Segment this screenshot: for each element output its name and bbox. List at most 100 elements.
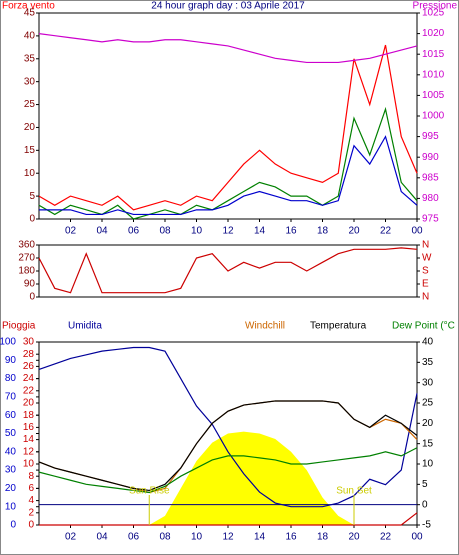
x-tick-label: 04	[96, 226, 108, 237]
annotation: Sun Set	[336, 486, 372, 497]
y2-tick-label: N	[422, 292, 429, 303]
line	[38, 247, 418, 294]
line	[38, 447, 418, 494]
y2-tick-label: 15	[422, 438, 434, 449]
x-tick-label: 20	[348, 532, 360, 543]
y2-tick-label: 10	[422, 459, 434, 470]
y3-tick-label: 18	[23, 410, 35, 421]
legend-entry: Umidita	[68, 321, 102, 332]
x-tick-label: 20	[348, 226, 360, 237]
line	[39, 135, 418, 216]
y2-tick-label: 35	[422, 357, 434, 368]
x-tick-label: 04	[96, 532, 108, 543]
y2-tick-label: 990	[422, 152, 439, 163]
y3-tick-label: 8	[28, 471, 34, 482]
y3-tick-label: 14	[23, 434, 35, 445]
y2-tick-label: W	[422, 253, 432, 264]
y-tick-label: 15	[24, 145, 36, 156]
x-tick-label: 18	[317, 532, 329, 543]
y2-tick-label: 1000	[422, 111, 445, 122]
x-tick-label: 22	[380, 532, 392, 543]
y-tick-label: 0	[29, 292, 35, 303]
y-axis-label: Forza vento	[2, 1, 55, 12]
x-tick-label: 10	[191, 226, 203, 237]
y2-tick-label: 40	[422, 337, 434, 348]
y-tick-label: 90	[24, 279, 36, 290]
line	[38, 44, 418, 211]
x-tick-label: 12	[222, 226, 234, 237]
y3-tick-label: 2	[28, 507, 34, 518]
y-tick-label: 20	[5, 483, 17, 494]
y3-tick-label: 6	[28, 483, 34, 494]
y2-tick-label: 980	[422, 193, 439, 204]
y3-tick-label: 30	[23, 337, 35, 348]
y2-tick-label: S	[422, 266, 429, 277]
legend-entry: Dew Point (°C	[392, 321, 455, 332]
y-tick-label: 40	[5, 446, 17, 457]
line	[38, 33, 418, 64]
x-tick-label: 14	[254, 532, 266, 543]
y3-tick-label: 16	[23, 422, 35, 433]
y2-axis-label: Pressione	[413, 1, 458, 12]
y-tick-label: 30	[5, 465, 17, 476]
y-tick-label: 0	[10, 520, 16, 531]
y-tick-label: 10	[5, 501, 17, 512]
y-tick-label: 50	[5, 428, 17, 439]
chart-title: 24 hour graph day : 03 Aprile 2017	[151, 1, 305, 12]
y-tick-label: 80	[5, 373, 17, 384]
x-tick-label: 00	[411, 226, 423, 237]
x-tick-label: 02	[65, 226, 77, 237]
y-tick-label: 25	[24, 99, 36, 110]
y2-tick-label: 1005	[422, 90, 445, 101]
annotation: Sun Rise	[129, 486, 170, 497]
y-tick-label: 5	[29, 191, 35, 202]
y3-tick-label: 28	[23, 349, 35, 360]
legend-entry: Pioggia	[2, 321, 36, 332]
y-tick-label: 10	[24, 168, 36, 179]
x-tick-label: 18	[317, 226, 329, 237]
y-tick-label: 30	[24, 76, 36, 87]
x-tick-label: 10	[191, 532, 203, 543]
y3-tick-label: 10	[23, 459, 35, 470]
y3-tick-label: 26	[23, 361, 35, 372]
y2-tick-label: 20	[422, 418, 434, 429]
y3-tick-label: 24	[23, 373, 35, 384]
y2-tick-label: E	[422, 279, 429, 290]
y3-tick-label: 22	[23, 385, 35, 396]
line	[38, 400, 418, 492]
x-tick-label: 16	[285, 226, 297, 237]
y2-tick-label: 1015	[422, 49, 445, 60]
legend-entry: Temperatura	[310, 321, 367, 332]
y2-tick-label: 975	[422, 214, 439, 225]
y2-tick-label: 5	[422, 479, 428, 490]
y2-tick-label: 995	[422, 131, 439, 142]
y3-tick-label: 4	[28, 495, 34, 506]
y2-tick-label: -5	[422, 520, 431, 531]
y-tick-label: 35	[24, 53, 36, 64]
y2-tick-label: 0	[422, 499, 428, 510]
x-tick-label: 06	[128, 532, 140, 543]
y-tick-label: 90	[5, 355, 17, 366]
x-tick-label: 12	[222, 532, 234, 543]
area	[39, 431, 417, 525]
legend-entry: Windchill	[245, 321, 285, 332]
y3-tick-label: 20	[23, 398, 35, 409]
y3-tick-label: 0	[28, 520, 34, 531]
x-tick-label: 08	[159, 226, 171, 237]
x-tick-label: 14	[254, 226, 266, 237]
y-tick-label: 100	[0, 337, 16, 348]
y-tick-label: 270	[18, 253, 35, 264]
x-tick-label: 06	[128, 226, 140, 237]
y-tick-label: 70	[5, 392, 17, 403]
y2-tick-label: 1025	[422, 8, 445, 19]
x-tick-label: 08	[159, 532, 171, 543]
y2-tick-label: 30	[422, 377, 434, 388]
x-tick-label: 02	[65, 532, 77, 543]
x-tick-label: 22	[380, 226, 392, 237]
y-tick-label: 40	[24, 31, 36, 42]
y2-tick-label: 985	[422, 172, 439, 183]
y-tick-label: 180	[18, 266, 35, 277]
y2-tick-label: N	[422, 240, 429, 251]
